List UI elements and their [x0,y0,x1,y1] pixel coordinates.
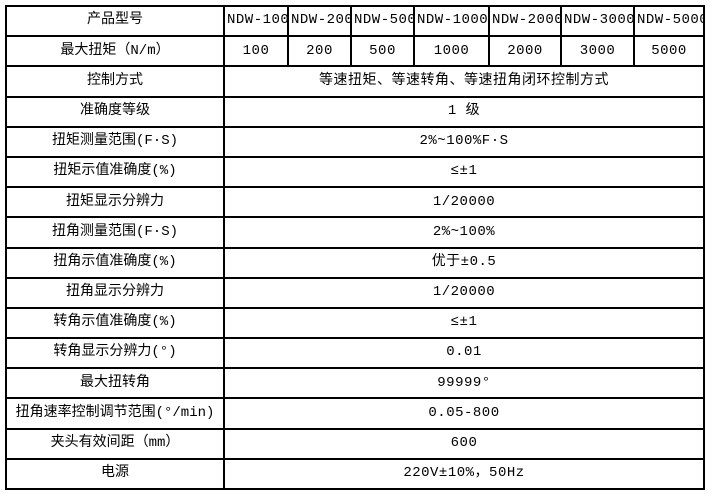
spec-value-cell: 1 级 [223,95,705,128]
product-spec-table: 产品型号 NDW-100 NDW-200 NDW-500 NDW-1000 ND… [5,4,705,491]
spec-value-cell: 99999° [223,367,705,400]
spec-label-cell: 最大扭转角 [5,367,225,400]
spec-label-cell: 扭角示值准确度(%) [5,246,225,279]
spec-label-cell: 扭角显示分辨力 [5,276,225,309]
spec-value-cell: 600 [223,427,705,460]
table-row-control-mode: 控制方式 等速扭矩、等速转角、等速扭角闭环控制方式 [5,65,705,98]
table-row-torque-indication-accuracy: 扭矩示值准确度(%) ≤±1 [5,155,705,189]
torque-value-cell: 200 [287,35,352,68]
torque-value-cell: 100 [223,35,289,68]
table-row-rotation-angle-indication-accuracy: 转角示值准确度(%) ≤±1 [5,306,705,340]
table-row-twist-angle-measure-range: 扭角测量范围(F·S) 2%~100% [5,216,705,249]
model-header-cell: NDW-200 [287,4,352,38]
model-header-cell: NDW-3000 [560,4,635,38]
model-header-cell: NDW-5000 [633,4,705,38]
table-row-twist-rate-control-range: 扭角速率控制调节范围(°/min) 0.05-800 [5,397,705,430]
table-row-chuck-effective-distance: 夹头有效间距（mm） 600 [5,427,705,460]
table-row-power-supply: 电源 220V±10%，50Hz [5,457,705,491]
table-row-max-torque: 最大扭矩（N/m） 100 200 500 1000 2000 3000 500… [5,35,705,68]
spec-value-cell: 2%~100%F·S [223,125,705,158]
spec-label-cell: 扭矩测量范围(F·S) [5,125,225,158]
spec-value-cell: 1/20000 [223,186,705,219]
torque-value-cell: 1000 [413,35,490,68]
model-header-cell: NDW-1000 [413,4,490,38]
table-row-accuracy-class: 准确度等级 1 级 [5,95,705,128]
spec-value-cell: 等速扭矩、等速转角、等速扭角闭环控制方式 [223,65,705,98]
table-row-twist-angle-display-resolution: 扭角显示分辨力 1/20000 [5,276,705,309]
spec-label-cell: 电源 [5,457,225,491]
spec-label-cell: 扭矩示值准确度(%) [5,155,225,189]
torque-value-cell: 500 [350,35,415,68]
torque-value-cell: 5000 [633,35,705,68]
spec-label-cell: 转角示值准确度(%) [5,306,225,340]
table-row-torque-display-resolution: 扭矩显示分辨力 1/20000 [5,186,705,219]
torque-value-cell: 2000 [488,35,562,68]
model-header-cell: NDW-500 [350,4,415,38]
spec-label-cell: 扭角速率控制调节范围(°/min) [5,397,225,430]
spec-value-cell: 0.05-800 [223,397,705,430]
spec-label-cell: 转角显示分辨力(°) [5,337,225,370]
model-header-cell: NDW-100 [223,4,289,38]
spec-label-cell: 夹头有效间距（mm） [5,427,225,460]
max-torque-label-cell: 最大扭矩（N/m） [5,35,225,68]
spec-label-cell: 控制方式 [5,65,225,98]
spec-value-cell: 0.01 [223,337,705,370]
table-row-product-model: 产品型号 NDW-100 NDW-200 NDW-500 NDW-1000 ND… [5,4,705,38]
model-header-cell: NDW-2000 [488,4,562,38]
product-model-label-cell: 产品型号 [5,4,225,38]
torque-value-cell: 3000 [560,35,635,68]
spec-label-cell: 扭角测量范围(F·S) [5,216,225,249]
table-row-max-twist-angle: 最大扭转角 99999° [5,367,705,400]
spec-value-cell: 优于±0.5 [223,246,705,279]
spec-value-cell: 220V±10%，50Hz [223,457,705,491]
table-row-rotation-angle-display-resolution: 转角显示分辨力(°) 0.01 [5,337,705,370]
spec-value-cell: ≤±1 [223,155,705,189]
spec-value-cell: ≤±1 [223,306,705,340]
spec-value-cell: 2%~100% [223,216,705,249]
table-row-torque-measure-range: 扭矩测量范围(F·S) 2%~100%F·S [5,125,705,158]
spec-label-cell: 扭矩显示分辨力 [5,186,225,219]
spec-label-cell: 准确度等级 [5,95,225,128]
spec-value-cell: 1/20000 [223,276,705,309]
table-row-twist-angle-indication-accuracy: 扭角示值准确度(%) 优于±0.5 [5,246,705,279]
